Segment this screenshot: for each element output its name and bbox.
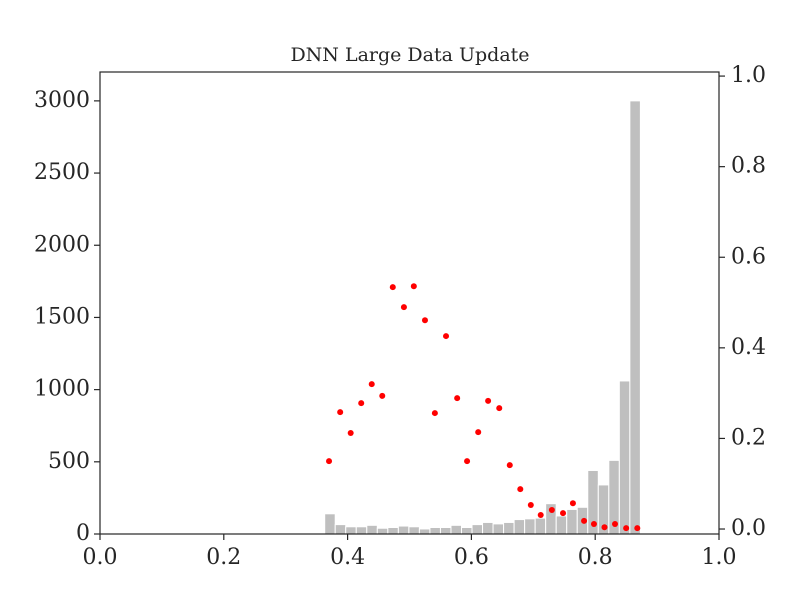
point xyxy=(443,333,450,340)
point xyxy=(464,458,471,465)
x-tick-label: 0.8 xyxy=(578,545,613,570)
point xyxy=(368,381,375,388)
point xyxy=(601,524,608,531)
bar xyxy=(460,527,473,535)
point xyxy=(506,462,513,469)
bar xyxy=(334,524,347,535)
bar xyxy=(566,508,578,535)
x-tick-label: 1.0 xyxy=(702,545,737,570)
point xyxy=(634,525,641,532)
y-tick-label: 3000 xyxy=(34,88,90,113)
x-tick-label: 0.6 xyxy=(454,545,489,570)
bar xyxy=(345,526,357,535)
x-tick-label: 0.4 xyxy=(330,545,365,570)
bar xyxy=(439,527,452,535)
point xyxy=(496,405,503,412)
bar xyxy=(376,527,389,535)
point xyxy=(347,429,354,436)
bar xyxy=(387,527,399,535)
point xyxy=(548,506,555,513)
bar xyxy=(524,518,536,535)
point xyxy=(389,284,396,291)
y2-tick-label: 0.4 xyxy=(731,335,766,360)
point xyxy=(590,521,597,528)
bar xyxy=(366,524,378,535)
y2-tick-label: 0.6 xyxy=(731,244,766,269)
y-tick-label: 500 xyxy=(48,449,90,474)
point xyxy=(475,429,482,436)
y-tick-label: 2000 xyxy=(34,232,90,257)
x-tick-label: 0.2 xyxy=(206,545,241,570)
bar xyxy=(629,100,641,535)
point xyxy=(410,283,417,290)
point xyxy=(358,400,365,407)
bar xyxy=(534,517,547,535)
bar xyxy=(513,519,526,535)
x-tick-label: 0.0 xyxy=(83,545,118,570)
y2-tick-label: 0.2 xyxy=(731,425,766,450)
point xyxy=(326,458,333,465)
point xyxy=(560,510,567,517)
bar xyxy=(471,524,484,535)
bar xyxy=(397,525,410,535)
bar xyxy=(429,527,441,535)
point xyxy=(517,486,524,493)
bar xyxy=(450,524,462,535)
point xyxy=(581,517,588,524)
bar xyxy=(618,380,631,535)
point xyxy=(431,410,438,417)
bar xyxy=(355,526,368,535)
plot-frame xyxy=(99,71,720,535)
y-tick-label: 2500 xyxy=(34,160,90,185)
point xyxy=(400,304,407,311)
point xyxy=(569,500,576,507)
y2-tick-label: 1.0 xyxy=(731,63,766,88)
point xyxy=(537,511,544,518)
y2-tick-label: 0.8 xyxy=(731,154,766,179)
point xyxy=(421,317,428,324)
chart-title: DNN Large Data Update xyxy=(290,44,529,66)
point xyxy=(527,502,534,509)
point xyxy=(379,392,386,399)
point xyxy=(337,409,344,416)
bar xyxy=(408,526,420,535)
point xyxy=(612,521,619,528)
bar xyxy=(492,523,505,535)
bar xyxy=(482,521,494,535)
bar xyxy=(555,515,568,535)
bar xyxy=(503,521,515,535)
y-tick-label: 1000 xyxy=(34,377,90,402)
y-tick-label: 1500 xyxy=(34,304,90,329)
point xyxy=(454,395,461,402)
bar xyxy=(324,513,336,535)
point xyxy=(623,525,630,532)
point xyxy=(485,397,492,404)
y-tick-label: 0 xyxy=(76,521,90,546)
bar xyxy=(418,528,431,535)
y2-tick-label: 0.0 xyxy=(731,516,766,541)
